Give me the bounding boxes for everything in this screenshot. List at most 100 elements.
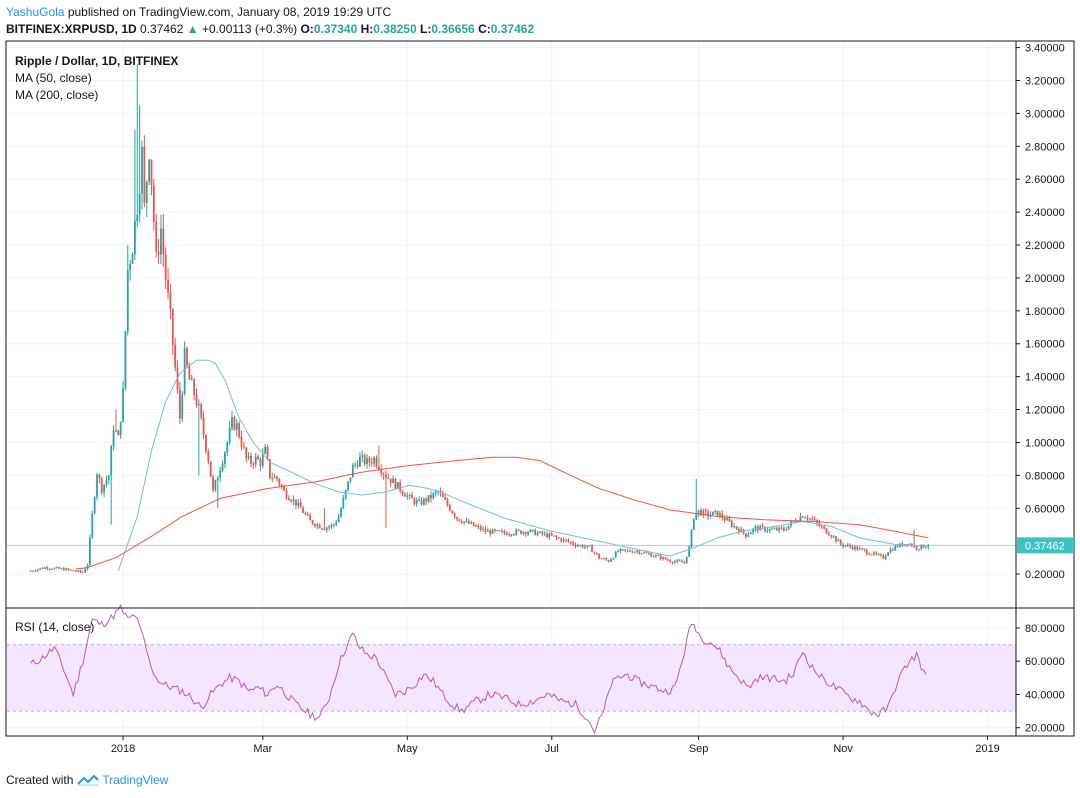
price-tick-label: 2.60000 bbox=[1025, 174, 1065, 186]
price-tick-label: 1.40000 bbox=[1025, 372, 1065, 384]
candle-body bbox=[562, 539, 565, 542]
candle-body bbox=[373, 457, 376, 464]
candle-body bbox=[46, 567, 49, 569]
time-tick-label: Jul bbox=[545, 743, 559, 755]
candle-body bbox=[832, 536, 835, 538]
candle-body bbox=[112, 430, 115, 447]
candle-body bbox=[600, 558, 603, 560]
candle-body bbox=[164, 254, 167, 280]
candle-body bbox=[129, 263, 132, 270]
candle-body bbox=[415, 500, 418, 504]
candle-body bbox=[209, 461, 212, 477]
candle-body bbox=[501, 530, 503, 532]
candle-body bbox=[643, 552, 646, 554]
candle-body bbox=[534, 529, 537, 536]
candle-body bbox=[517, 530, 520, 532]
candle-body bbox=[508, 534, 511, 536]
ma50-legend[interactable]: MA (50, close) bbox=[15, 71, 92, 85]
candle-body bbox=[792, 520, 795, 522]
candle-body bbox=[347, 481, 349, 490]
candle-body bbox=[115, 430, 117, 432]
candle-body bbox=[711, 511, 714, 515]
price-tick-label: 1.60000 bbox=[1025, 339, 1065, 351]
candle-body bbox=[574, 544, 577, 547]
candle-body bbox=[420, 499, 423, 505]
candle-body bbox=[224, 452, 226, 464]
candle-body bbox=[576, 545, 579, 547]
candle-body bbox=[162, 228, 165, 255]
candle-body bbox=[212, 476, 214, 490]
candle-body bbox=[548, 533, 551, 538]
candle-body bbox=[714, 510, 717, 512]
candle-body bbox=[254, 456, 257, 465]
candle-body bbox=[283, 486, 286, 491]
candle-body bbox=[247, 455, 250, 459]
candle-body bbox=[280, 484, 283, 487]
candle-body bbox=[124, 331, 127, 389]
candle-body bbox=[297, 502, 300, 506]
price-axis[interactable]: 3.40000 3.20000 3.00000 2.80000 2.60000 2.400… bbox=[1016, 43, 1065, 582]
time-axis[interactable]: 2018 Mar May Jul Sep Nov 2019 bbox=[111, 736, 1000, 755]
chart-frames bbox=[5, 40, 1075, 737]
candle-body bbox=[539, 531, 541, 533]
candle-body bbox=[657, 555, 660, 557]
candle-body bbox=[837, 540, 840, 542]
candle-body bbox=[271, 477, 274, 479]
candle-body bbox=[349, 477, 352, 482]
chart-title[interactable]: Ripple / Dollar, 1D, BITFINEX bbox=[15, 54, 179, 68]
candle-body bbox=[148, 159, 151, 182]
candle-body bbox=[775, 528, 778, 531]
candle-body bbox=[126, 269, 129, 332]
candle-body bbox=[695, 513, 698, 520]
candle-body bbox=[84, 569, 87, 573]
candle-body bbox=[880, 554, 882, 556]
candle-body bbox=[366, 458, 368, 464]
candle-body bbox=[823, 526, 826, 529]
candle-body bbox=[482, 528, 484, 530]
candle-body bbox=[131, 254, 134, 264]
candle-body bbox=[55, 567, 58, 569]
candle-body bbox=[219, 470, 222, 478]
publish-line: YashuGola published on TradingView.com, … bbox=[6, 5, 391, 19]
candle-body bbox=[117, 430, 120, 436]
price-change: +0.00113 (+0.3%) bbox=[202, 22, 298, 36]
rsi-legend[interactable]: RSI (14, close) bbox=[15, 620, 95, 634]
candle-body bbox=[122, 388, 124, 422]
author-name[interactable]: YashuGola bbox=[6, 5, 65, 19]
rsi-axis[interactable]: 80.0000 60.0000 40.0000 20.0000 bbox=[1016, 623, 1065, 735]
candle-body bbox=[688, 546, 691, 557]
candle-body bbox=[387, 477, 390, 479]
candle-body bbox=[361, 455, 364, 457]
candle-body bbox=[662, 557, 664, 560]
ma200-legend[interactable]: MA (200, close) bbox=[15, 88, 99, 102]
candle-body bbox=[70, 569, 72, 571]
candle-body bbox=[659, 555, 662, 560]
candle-body bbox=[723, 517, 726, 521]
candle-body bbox=[74, 570, 77, 572]
candle-body bbox=[756, 526, 759, 531]
candle-body bbox=[157, 251, 160, 255]
tradingview-logo-icon[interactable] bbox=[77, 774, 100, 786]
candle-body bbox=[745, 533, 747, 537]
candle-body bbox=[550, 533, 553, 536]
candle-body bbox=[399, 482, 402, 491]
candle-body bbox=[624, 549, 627, 551]
candle-body bbox=[134, 221, 136, 255]
price-tick-label: 0.20000 bbox=[1025, 569, 1065, 581]
candle-body bbox=[747, 534, 750, 537]
candle-body bbox=[870, 554, 873, 556]
candle-body bbox=[323, 528, 326, 531]
candle-body bbox=[278, 478, 281, 485]
candle-body bbox=[110, 446, 113, 476]
candle-body bbox=[510, 534, 513, 536]
price-tick-label: 3.00000 bbox=[1025, 108, 1065, 120]
candle-body bbox=[171, 309, 174, 345]
candle-body bbox=[737, 528, 740, 533]
price-tick-label: 3.20000 bbox=[1025, 75, 1065, 87]
candle-body bbox=[735, 526, 738, 529]
candle-body bbox=[697, 510, 700, 514]
candle-body bbox=[93, 497, 96, 514]
candle-body bbox=[316, 524, 319, 527]
tradingview-link[interactable]: TradingView bbox=[102, 773, 169, 787]
